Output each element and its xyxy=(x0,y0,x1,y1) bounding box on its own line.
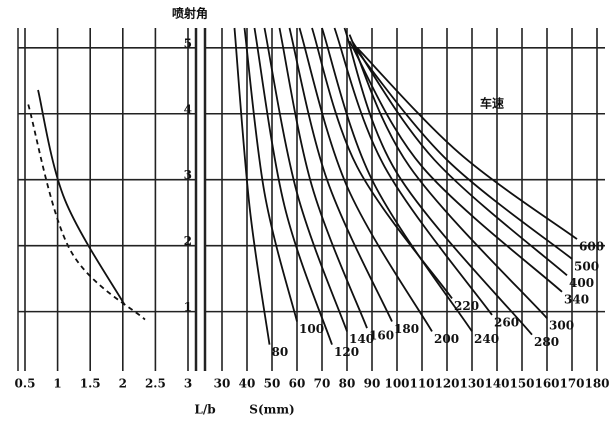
curve-label: 180 xyxy=(394,322,419,336)
curve xyxy=(278,27,368,329)
x-tick-label: 50 xyxy=(264,377,281,391)
x-tick-label: 2.5 xyxy=(145,377,166,391)
x-tick-label: 110 xyxy=(409,377,434,391)
curve xyxy=(353,47,573,260)
x-tick-label: 130 xyxy=(459,377,484,391)
y-tick-label: 5 xyxy=(184,36,192,50)
curve-label: 200 xyxy=(434,332,459,346)
curve-label: 340 xyxy=(564,292,589,306)
x-tick-label: 1.5 xyxy=(80,377,101,391)
curve-label: 160 xyxy=(369,329,394,343)
curve xyxy=(253,27,333,345)
annotation: 车速 xyxy=(480,96,504,111)
x-tick-label: 140 xyxy=(484,377,509,391)
curve-label: 600 xyxy=(579,240,604,254)
curve-label: 400 xyxy=(569,276,594,290)
curve-label: 240 xyxy=(474,332,499,346)
x-tick-label: 30 xyxy=(214,377,231,391)
curve xyxy=(288,27,393,322)
x-tick-label: 1 xyxy=(53,377,61,391)
x-tick-label: 180 xyxy=(584,377,609,391)
x-tick-label: 90 xyxy=(364,377,381,391)
curve-label: 80 xyxy=(272,345,289,359)
curve xyxy=(356,47,578,240)
x-tick-label: 60 xyxy=(289,377,306,391)
curve xyxy=(298,27,433,332)
curve-label: 100 xyxy=(299,322,324,336)
x-tick-label: 170 xyxy=(559,377,584,391)
curve xyxy=(321,27,473,332)
x-axis-label: L/b xyxy=(194,403,215,417)
x-tick-label: 150 xyxy=(509,377,534,391)
x-tick-label: 2 xyxy=(119,377,127,391)
x-tick-label: 120 xyxy=(434,377,459,391)
y-tick-label: 1 xyxy=(184,300,192,314)
curve-label: 220 xyxy=(454,299,479,313)
y-tick-label: 2 xyxy=(184,234,192,248)
curve-label: 300 xyxy=(549,319,574,333)
x-tick-label: 70 xyxy=(314,377,331,391)
curve xyxy=(333,27,493,316)
x-tick-label: 40 xyxy=(239,377,256,391)
curve xyxy=(37,89,126,306)
curve-label: 280 xyxy=(534,335,559,349)
curve-label: 260 xyxy=(494,315,519,329)
curve xyxy=(27,104,146,321)
curve xyxy=(263,27,348,332)
curve-label: 500 xyxy=(574,259,599,273)
y-axis-label: 喷射角 xyxy=(172,6,208,21)
x-tick-label: 160 xyxy=(534,377,559,391)
x-axis-label: S(mm) xyxy=(249,403,294,417)
x-tick-label: 0.5 xyxy=(15,377,36,391)
curve xyxy=(343,27,533,336)
curve-label: 120 xyxy=(334,345,359,359)
curve xyxy=(233,27,271,345)
curve-label: 140 xyxy=(349,332,374,346)
x-tick-label: 3 xyxy=(184,377,192,391)
curve xyxy=(351,40,568,277)
x-tick-label: 80 xyxy=(339,377,356,391)
curve xyxy=(243,27,298,322)
curve xyxy=(348,40,563,293)
y-tick-label: 4 xyxy=(184,102,192,116)
y-tick-label: 3 xyxy=(184,168,192,182)
x-tick-label: 100 xyxy=(384,377,409,391)
